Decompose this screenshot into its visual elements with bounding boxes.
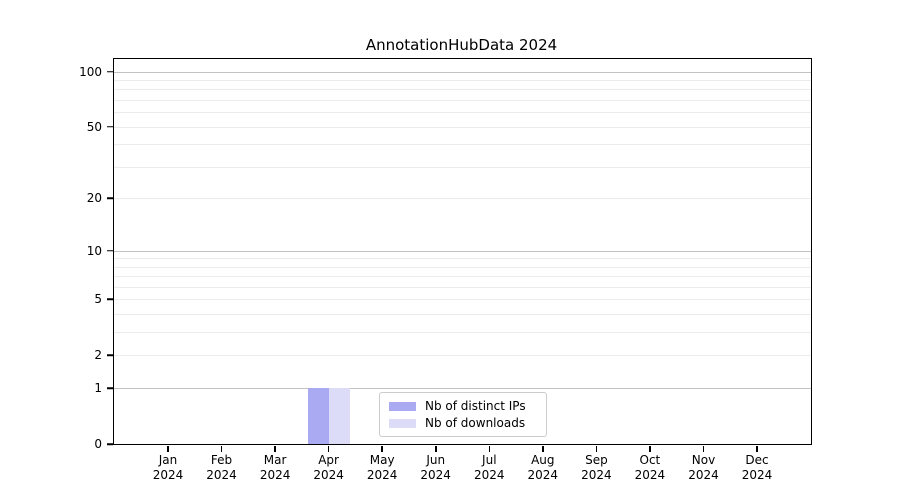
y-axis-tick [106, 443, 113, 445]
y-axis-tick [106, 125, 113, 128]
legend-item-downloads: Nb of downloads [389, 416, 546, 430]
minor-gridline [114, 258, 811, 260]
plot-area: Nb of distinct IPs Nb of downloads 0 1 2 5 1… [79, 58, 812, 482]
x-axis-tick [381, 445, 383, 452]
minor-gridline [114, 144, 811, 146]
x-axis-tick [435, 445, 437, 452]
y-axis-tick-label: 50 [86, 119, 102, 134]
minor-gridline [114, 314, 811, 316]
x-axis-tick-label: Jul 2024 [474, 453, 505, 482]
x-axis-tick-label: Sep 2024 [581, 453, 612, 482]
x-axis-tick-label: Jan 2024 [152, 453, 184, 482]
x-axis-tick-label: Oct 2024 [634, 453, 666, 482]
minor-gridline [114, 355, 811, 357]
x-axis-tick [274, 445, 276, 452]
y-axis-tick [106, 70, 113, 73]
minor-gridline [114, 266, 811, 268]
minor-gridline [114, 126, 811, 128]
y-axis-tick [106, 354, 113, 357]
y-axis-tick-label: 1 [94, 381, 102, 396]
minor-gridline [114, 80, 811, 81]
x-axis-tick [327, 445, 330, 452]
legend-swatch-distinct-ips [389, 401, 416, 411]
x-axis-tick [167, 445, 169, 452]
y-axis-tick [106, 387, 113, 389]
minor-gridline [114, 299, 811, 301]
bar-distinct-ips [307, 388, 329, 444]
legend-swatch-downloads [389, 418, 416, 428]
bar-downloads [328, 388, 350, 444]
minor-gridline [114, 276, 811, 278]
y-axis-tick-label: 2 [94, 348, 102, 363]
minor-gridline [114, 287, 811, 288]
x-axis-tick-label: Jun 2024 [420, 453, 451, 482]
y-axis-tick [106, 197, 113, 200]
chart-title: AnnotationHubData 2024 [365, 36, 558, 54]
legend: Nb of distinct IPs Nb of downloads [379, 392, 547, 437]
x-axis-tick-label: Nov 2024 [688, 453, 719, 482]
x-axis-tick-label: Apr 2024 [313, 453, 344, 482]
minor-gridline [114, 332, 811, 334]
x-axis-tick [542, 445, 544, 452]
x-axis-tick-label: Feb 2024 [206, 453, 237, 482]
legend-label-downloads: Nb of downloads [425, 416, 526, 430]
x-axis-tick [649, 445, 651, 452]
x-axis-tick-label: Mar 2024 [259, 453, 291, 482]
legend-label-distinct-ips: Nb of distinct IPs [425, 399, 526, 413]
major-gridline [114, 250, 811, 252]
x-axis-tick-label: May 2024 [366, 453, 398, 482]
x-axis-tick-label: Dec 2024 [741, 453, 773, 482]
y-axis-tick-label: 5 [94, 292, 102, 307]
minor-gridline [114, 89, 811, 91]
y-axis-tick-label: 20 [86, 191, 102, 206]
y-axis-tick-label: 100 [79, 64, 102, 79]
y-axis-tick [106, 249, 113, 252]
minor-gridline [114, 198, 811, 200]
y-axis-tick [106, 298, 113, 301]
x-axis-tick-label: Aug 2024 [527, 453, 559, 482]
minor-gridline [114, 112, 811, 114]
major-gridline [114, 71, 811, 73]
x-axis-tick [220, 445, 223, 452]
x-axis-tick [702, 445, 705, 452]
legend-item-distinct-ips: Nb of distinct IPs [389, 399, 546, 413]
x-axis-tick [595, 445, 598, 452]
x-axis-tick [756, 445, 758, 452]
x-axis-tick [488, 445, 490, 452]
minor-gridline [114, 166, 811, 168]
major-gridline [114, 388, 811, 390]
minor-gridline [114, 100, 811, 101]
y-axis-tick-label: 10 [86, 243, 102, 258]
y-axis-tick-label: 0 [94, 437, 102, 451]
